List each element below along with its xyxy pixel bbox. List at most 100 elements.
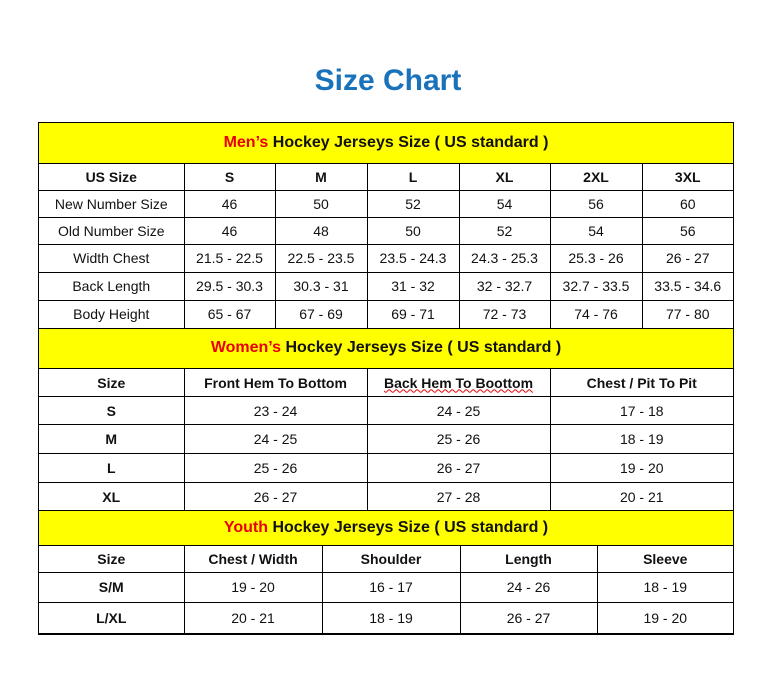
column-header: 2XL <box>549 162 643 191</box>
table-row: Back Length 29.5 - 30.3 30.3 - 31 31 - 32 32… <box>39 271 733 301</box>
table-cell: 26 - 27 <box>641 243 733 273</box>
table-cell: 65 - 67 <box>183 299 276 329</box>
table-cell: 19 - 20 <box>183 571 323 603</box>
column-header: Chest / Width <box>183 544 323 573</box>
row-label: Width Chest <box>39 243 185 273</box>
banner-highlight: Youth <box>223 518 268 536</box>
row-label: S <box>39 396 185 425</box>
row-label: L <box>39 453 185 483</box>
table-cell: 72 - 73 <box>458 299 551 329</box>
size-chart: Men’s Hockey Jerseys Size ( US standard … <box>38 122 734 635</box>
table-row: S/M 19 - 20 16 - 17 24 - 26 18 - 19 <box>39 571 733 603</box>
table-row: S 23 - 24 24 - 25 17 - 18 <box>39 396 733 425</box>
column-header: Chest / Pit To Pit <box>549 368 733 397</box>
table-cell: 30.3 - 31 <box>274 271 368 301</box>
table-cell: 25 - 26 <box>366 424 551 454</box>
table-row: L 25 - 26 26 - 27 19 - 20 <box>39 453 733 483</box>
table-cell: 26 - 27 <box>459 601 598 634</box>
table-cell: 56 <box>549 189 643 218</box>
table-cell: 24 - 26 <box>459 571 598 603</box>
table-cell: 19 - 20 <box>596 601 733 634</box>
table-cell: 50 <box>274 189 368 218</box>
table-row: Width Chest 21.5 - 22.5 22.5 - 23.5 23.5 - … <box>39 243 733 273</box>
table-cell: 74 - 76 <box>549 299 643 329</box>
row-label: M <box>39 424 185 454</box>
header-row: Size Chest / Width Shoulder Length Sleeve <box>39 544 733 573</box>
table-cell: 18 - 19 <box>596 571 733 603</box>
table-cell: 56 <box>641 216 733 245</box>
table-row: Old Number Size 46 48 50 52 54 56 <box>39 216 733 245</box>
table-cell: 46 <box>183 216 276 245</box>
womens-size-table: Women’s Hockey Jerseys Size ( US standar… <box>39 328 733 511</box>
column-header: Front Hem To Bottom <box>183 368 368 397</box>
table-cell: 21.5 - 22.5 <box>183 243 276 273</box>
table-cell: 77 - 80 <box>641 299 733 329</box>
header-row: US Size S M L XL 2XL 3XL <box>39 162 733 191</box>
table-cell: 52 <box>366 189 460 218</box>
mens-size-table: Men’s Hockey Jerseys Size ( US standard … <box>39 123 733 329</box>
table-cell: 46 <box>183 189 276 218</box>
table-cell: 33.5 - 34.6 <box>641 271 733 301</box>
row-label: L/XL <box>39 601 185 634</box>
table-cell: 67 - 69 <box>274 299 368 329</box>
table-cell: 54 <box>549 216 643 245</box>
table-cell: 20 - 21 <box>549 482 733 511</box>
column-header: L <box>366 162 460 191</box>
table-cell: 24 - 25 <box>183 424 368 454</box>
table-cell: 69 - 71 <box>366 299 460 329</box>
womens-banner: Women’s Hockey Jerseys Size ( US standar… <box>39 328 733 369</box>
row-label: S/M <box>39 571 185 603</box>
table-row: Body Height 65 - 67 67 - 69 69 - 71 72 - 73 7… <box>39 299 733 329</box>
column-header: US Size <box>39 162 185 191</box>
column-header: Size <box>39 368 185 397</box>
column-header: Sleeve <box>596 544 733 573</box>
column-header: Size <box>39 544 185 573</box>
table-cell: 32.7 - 33.5 <box>549 271 643 301</box>
column-header: 3XL <box>641 162 733 191</box>
table-cell: 17 - 18 <box>549 396 733 425</box>
row-label: New Number Size <box>39 189 185 218</box>
table-row: XL 26 - 27 27 - 28 20 - 21 <box>39 482 733 511</box>
youth-banner: Youth Hockey Jerseys Size ( US standard … <box>39 511 733 546</box>
table-cell: 16 - 17 <box>321 571 461 603</box>
table-cell: 22.5 - 23.5 <box>274 243 368 273</box>
mens-banner: Men’s Hockey Jerseys Size ( US standard … <box>39 123 733 164</box>
table-cell: 32 - 32.7 <box>458 271 551 301</box>
table-row: M 24 - 25 25 - 26 18 - 19 <box>39 424 733 454</box>
column-header: XL <box>458 162 551 191</box>
table-cell: 24.3 - 25.3 <box>458 243 551 273</box>
banner-highlight: Women’s <box>210 339 282 357</box>
table-cell: 20 - 21 <box>183 601 323 634</box>
table-cell: 19 - 20 <box>549 453 733 483</box>
table-cell: 29.5 - 30.3 <box>183 271 276 301</box>
youth-size-table: Youth Hockey Jerseys Size ( US standard … <box>39 511 733 634</box>
table-cell: 54 <box>458 189 551 218</box>
table-cell: 25.3 - 26 <box>549 243 643 273</box>
column-header: Length <box>459 544 598 573</box>
table-cell: 52 <box>458 216 551 245</box>
table-cell: 26 - 27 <box>366 453 551 483</box>
table-row: New Number Size 46 50 52 54 56 60 <box>39 189 733 218</box>
banner-text: Hockey Jerseys Size ( US standard ) <box>268 518 549 536</box>
table-cell: 60 <box>641 189 733 218</box>
banner-highlight: Men’s <box>223 133 269 151</box>
column-header: Back Hem To Boottom <box>366 368 551 397</box>
table-cell: 23 - 24 <box>183 396 368 425</box>
header-row: Size Front Hem To Bottom Back Hem To Boott… <box>39 368 733 397</box>
row-label: XL <box>39 482 185 511</box>
table-cell: 24 - 25 <box>366 396 551 425</box>
table-cell: 18 - 19 <box>549 424 733 454</box>
row-label: Body Height <box>39 299 185 329</box>
column-header: S <box>183 162 276 191</box>
table-row: L/XL 20 - 21 18 - 19 26 - 27 19 - 20 <box>39 601 733 634</box>
row-label: Old Number Size <box>39 216 185 245</box>
table-cell: 18 - 19 <box>321 601 461 634</box>
column-header: Shoulder <box>321 544 461 573</box>
row-label: Back Length <box>39 271 185 301</box>
table-cell: 27 - 28 <box>366 482 551 511</box>
banner-text: Hockey Jerseys Size ( US standard ) <box>281 339 562 357</box>
table-cell: 26 - 27 <box>183 482 368 511</box>
page-title: Size Chart <box>314 64 462 97</box>
table-cell: 48 <box>274 216 368 245</box>
table-cell: 50 <box>366 216 460 245</box>
